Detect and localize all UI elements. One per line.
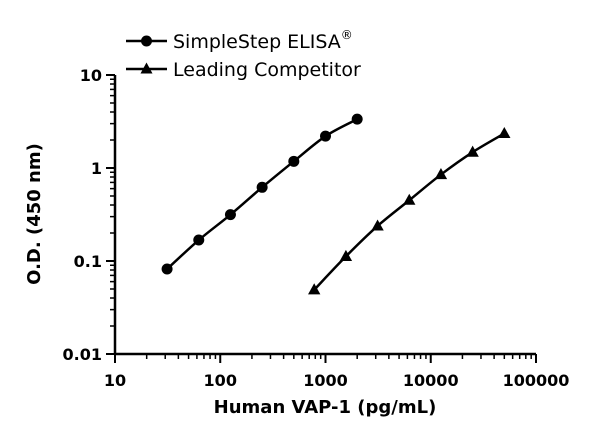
data-point-circle [193,234,205,246]
data-point-circle [320,130,331,142]
tick-labels: 10 100 1000 10000 100000 10 1 0.1 0.01 [63,66,570,390]
data-point-circle [351,113,363,125]
y-axis-title: O.D. (450 nm) [24,143,45,285]
series-line-1 [313,132,505,291]
y-tick-label: 10 [80,66,102,85]
legend-item-competitor: Leading Competitor [126,59,361,81]
data-point-triangle [498,126,511,139]
data-point-triangle [371,219,384,231]
series-line-0 [166,118,358,270]
y-tick-label: 0.1 [74,252,102,271]
y-tick-label: 0.01 [63,345,102,364]
data-point-triangle [403,193,416,205]
x-tick-label: 1000 [303,371,348,390]
legend-item-simplestep: SimpleStep ELISA® [126,28,353,53]
legend-label-competitor: Leading Competitor [173,59,361,81]
legend-label-simplestep: SimpleStep ELISA® [173,28,353,53]
ticks [106,74,537,363]
data-point-circle [161,263,173,275]
legend-marker-triangle-icon [140,62,153,74]
data-point-circle [224,209,236,221]
x-axis-title: Human VAP-1 (pg/mL) [214,397,437,418]
data-point-triangle [308,283,321,295]
legend-marker-circle-icon [141,35,152,47]
legend: SimpleStep ELISA® Leading Competitor [126,28,361,81]
x-tick-label: 100 [204,371,237,390]
x-tick-label: 10000 [403,371,459,390]
data-point-triangle [466,145,479,157]
data-point-triangle [434,168,448,180]
data-point-circle [288,155,300,167]
y-tick-label: 1 [91,159,102,178]
series-layer [161,113,511,295]
x-tick-label: 10 [104,371,126,390]
data-point-circle [256,181,268,193]
axes [113,75,536,356]
data-point-triangle [339,249,353,261]
x-tick-label: 100000 [503,371,570,390]
